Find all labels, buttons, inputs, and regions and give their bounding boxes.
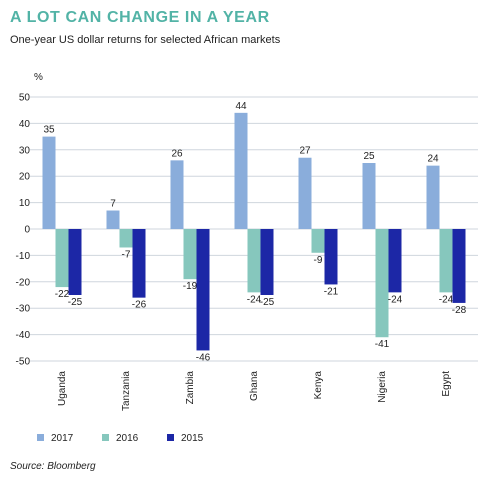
chart-subtitle: One-year US dollar returns for selected … — [10, 34, 281, 46]
data-label: -46 — [196, 352, 211, 363]
x-tick-label: Zambia — [185, 371, 196, 405]
data-label: -21 — [324, 286, 339, 297]
bar-ghana-2015 — [260, 229, 274, 295]
bar-kenya-2016 — [311, 229, 325, 253]
x-tick-label: Tanzania — [121, 371, 132, 411]
source-note: Source: Bloomberg — [10, 461, 96, 472]
y-tick-label: 50 — [19, 93, 31, 104]
bar-ghana-2017 — [234, 112, 248, 229]
data-label: -41 — [375, 339, 390, 350]
y-tick-label: 0 — [24, 225, 30, 236]
data-label: -28 — [452, 305, 467, 316]
x-tick-label: Uganda — [57, 371, 68, 406]
legend-label-2017: 2017 — [51, 433, 74, 444]
data-label: 7 — [110, 199, 116, 210]
bar-tanzania-2016 — [119, 229, 133, 248]
data-label: -25 — [260, 297, 275, 308]
legend-label-2016: 2016 — [116, 433, 139, 444]
data-label: -22 — [55, 289, 70, 300]
data-label: -7 — [122, 249, 131, 260]
chart-title: A LOT CAN CHANGE IN A YEAR — [10, 9, 270, 26]
bar-nigeria-2015 — [388, 229, 402, 293]
data-label: -19 — [183, 281, 198, 292]
x-tick-label: Kenya — [313, 371, 324, 400]
y-tick-label: 20 — [19, 172, 31, 183]
data-label: 35 — [43, 125, 55, 136]
bar-egypt-2017 — [426, 165, 440, 229]
data-label: 44 — [235, 101, 247, 112]
data-label: -24 — [247, 294, 262, 305]
legend-swatch — [167, 434, 174, 441]
bar-zambia-2016 — [183, 229, 197, 280]
legend-label-2015: 2015 — [181, 433, 204, 444]
y-tick-label: -50 — [16, 357, 31, 368]
bar-egypt-2016 — [439, 229, 453, 293]
x-tick-label: Egypt — [441, 371, 452, 397]
bar-zambia-2017 — [170, 160, 184, 229]
x-tick-label: Nigeria — [377, 371, 388, 403]
y-tick-label: -10 — [16, 251, 31, 262]
bar-tanzania-2017 — [106, 210, 120, 229]
y-tick-label: 40 — [19, 119, 31, 130]
bar-kenya-2017 — [298, 157, 312, 229]
data-label: 24 — [427, 154, 439, 165]
data-label: -9 — [314, 255, 323, 266]
data-label: 26 — [171, 148, 183, 159]
bar-kenya-2015 — [324, 229, 338, 285]
bar-ghana-2016 — [247, 229, 261, 293]
y-tick-label: -20 — [16, 277, 31, 288]
data-label: 25 — [363, 151, 375, 162]
y-axis-unit-label: % — [34, 72, 43, 83]
legend-swatch — [37, 434, 44, 441]
x-tick-label: Ghana — [249, 371, 260, 401]
bar-nigeria-2017 — [362, 163, 376, 229]
y-tick-label: 10 — [19, 198, 31, 209]
bar-uganda-2017 — [42, 136, 56, 229]
bar-tanzania-2015 — [132, 229, 146, 298]
bar-uganda-2015 — [68, 229, 82, 295]
bar-uganda-2016 — [55, 229, 69, 288]
bar-egypt-2015 — [452, 229, 466, 303]
y-tick-label: -40 — [16, 330, 31, 341]
data-label: -26 — [132, 300, 147, 311]
y-tick-label: -30 — [16, 304, 31, 315]
bar-nigeria-2016 — [375, 229, 389, 338]
data-label: -24 — [439, 294, 454, 305]
y-tick-label: 30 — [19, 145, 31, 156]
data-label: -24 — [388, 294, 403, 305]
data-label: -25 — [68, 297, 83, 308]
data-label: 27 — [299, 146, 311, 157]
bar-zambia-2015 — [196, 229, 210, 351]
legend-swatch — [102, 434, 109, 441]
